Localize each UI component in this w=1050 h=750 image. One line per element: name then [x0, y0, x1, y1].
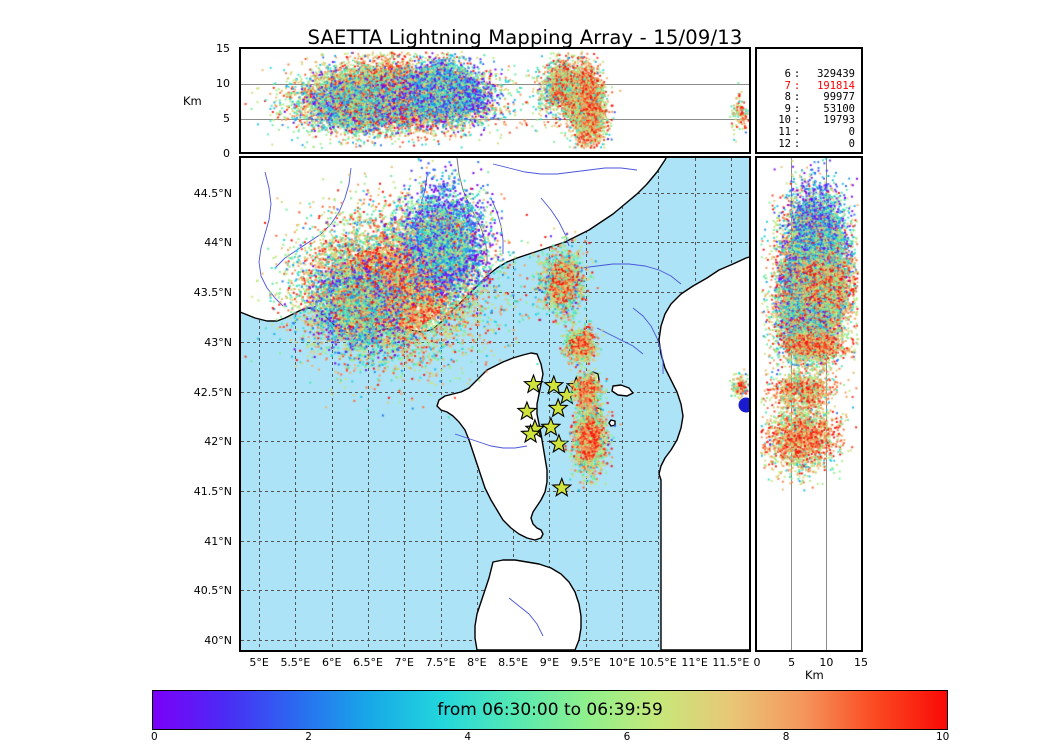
- map-lat-tick: 41.5°N: [193, 484, 232, 498]
- map-lon-tick: 7°E: [394, 656, 414, 669]
- station-count-row: 12: 0: [765, 137, 861, 151]
- station-count-key: 8: [784, 91, 791, 104]
- station-count-list: 6:329439 7:191814 8:99977 9:53100 10:19793 11…: [765, 68, 861, 151]
- station-count-value: 0: [848, 137, 855, 150]
- right-panel-tick: 15: [854, 656, 868, 669]
- map-lat-tick: 40.5°N: [193, 584, 232, 598]
- station-count-legend-panel: 6:329439 7:191814 8:99977 9:53100 10:19793 11…: [755, 47, 863, 154]
- map-lon-tick: 5.5°E: [280, 656, 311, 669]
- colorbar-tick: 0: [151, 731, 158, 743]
- map-inner: [241, 158, 749, 650]
- station-count-value: 53100: [823, 102, 855, 115]
- map-lon-tick: 8°E: [467, 656, 487, 669]
- map-lon-tick: 6°E: [321, 656, 342, 669]
- map-lat-tick: 40°N: [204, 634, 232, 648]
- map-lat-tick: 42.5°N: [193, 385, 232, 399]
- right-panel-tick: 5: [788, 656, 796, 669]
- top-ytick-10: 10: [216, 77, 230, 90]
- right-panel-axis-label: Km: [805, 668, 824, 682]
- map-lon-tick: 10°E: [608, 656, 636, 669]
- top-ytick-5: 5: [223, 112, 230, 125]
- station-count-sep: :: [793, 137, 801, 150]
- colorbar-tick: 4: [464, 731, 472, 743]
- map-lat-tick: 42°N: [204, 435, 232, 449]
- right-panel-tick: 0: [753, 656, 761, 669]
- map-lat-tick: 41°N: [204, 534, 232, 548]
- colorbar-tick: 6: [623, 731, 631, 743]
- station-count-value: 19793: [823, 114, 855, 127]
- map-scatter: [241, 158, 749, 650]
- top-ytick-15: 15: [216, 42, 230, 55]
- map-lon-tick: 5°E: [249, 656, 269, 669]
- colorbar-tick: 8: [782, 731, 790, 743]
- map-lon-tick: 11.5°E: [712, 656, 750, 669]
- station-count-key: 11: [778, 125, 791, 138]
- station-count-sep: :: [793, 68, 801, 80]
- panel-altitude-vs-latitude: [755, 156, 863, 652]
- station-count-row: 11: 0: [765, 125, 861, 139]
- station-count-row: 7: 191814: [765, 79, 861, 93]
- colorbar-label: from 06:30:00 to 06:39:59: [437, 700, 663, 720]
- station-count-sep: :: [793, 125, 801, 138]
- station-count-row: 10: 19793: [765, 115, 861, 127]
- station-count-value: 329439: [817, 68, 855, 80]
- map-lat-tick: 44.5°N: [193, 186, 232, 200]
- page-title: SAETTA Lightning Mapping Array - 15/09/1…: [307, 26, 743, 49]
- map-lon-tick: 7.5°E: [425, 656, 456, 669]
- station-count-row: 6: 329439: [765, 68, 861, 81]
- top-panel-inner: [241, 49, 749, 152]
- panel-map[interactable]: [239, 156, 751, 652]
- station-count-sep: :: [793, 91, 801, 104]
- station-count-row: 8: 99977: [765, 92, 861, 104]
- top-panel-axis-label: Km: [183, 94, 202, 108]
- map-lat-tick: 44°N: [204, 236, 232, 250]
- map-lon-tick: 9.5°E: [570, 656, 601, 669]
- station-count-value: 99977: [823, 91, 855, 104]
- panel-altitude-vs-longitude: [239, 47, 751, 154]
- map-lon-tick: 8.5°E: [498, 656, 529, 669]
- colorbar-tick: 2: [305, 731, 312, 743]
- station-count-row: 9: 53100: [765, 102, 861, 116]
- station-count-key: 12: [778, 137, 791, 150]
- right-panel-tick: 10: [819, 656, 834, 669]
- station-count-key: 10: [778, 114, 791, 127]
- top-ytick-0: 0: [223, 147, 230, 160]
- map-lon-tick: 11°E: [681, 656, 708, 669]
- station-count-value: 0: [848, 125, 855, 138]
- map-lat-tick: 43.5°N: [193, 286, 232, 300]
- station-count-key: 9: [784, 102, 791, 115]
- station-count-sep: :: [793, 79, 801, 92]
- colorbar: [152, 690, 948, 730]
- right-panel-inner: [757, 158, 861, 650]
- station-count-sep: :: [793, 114, 801, 127]
- map-lon-tick: 9°E: [539, 656, 560, 669]
- station-count-value: 191814: [817, 79, 855, 92]
- top-panel-scatter: [241, 49, 749, 152]
- map-lon-tick: 10.5°E: [639, 656, 677, 669]
- station-count-sep: :: [793, 102, 801, 115]
- map-lon-tick: 6.5°E: [353, 656, 383, 669]
- station-count-key: 6: [784, 68, 791, 80]
- right-panel-scatter: [757, 158, 861, 650]
- map-lat-tick: 43°N: [204, 335, 232, 349]
- colorbar-tick: 10: [936, 731, 950, 743]
- station-count-key: 7: [784, 79, 791, 92]
